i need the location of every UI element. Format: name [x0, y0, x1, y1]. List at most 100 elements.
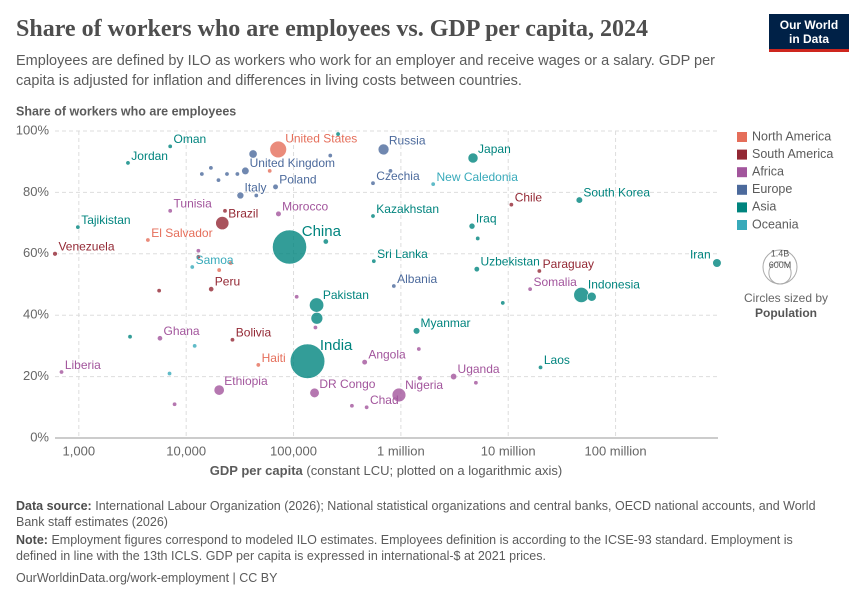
size-legend-title: Circles sized by: [744, 291, 828, 305]
x-axis-title: GDP per capita (constant LCU; plotted on…: [210, 463, 562, 478]
data-point: [309, 387, 320, 398]
data-point: [450, 373, 458, 381]
y-axis-title: Share of workers who are employees: [16, 104, 236, 118]
point-label: Angola: [368, 348, 406, 362]
data-point: [327, 153, 333, 159]
data-point: [241, 166, 250, 175]
point-label: South Korea: [583, 185, 650, 199]
data-point: [267, 168, 273, 174]
data-point: [391, 387, 407, 403]
data-point: [322, 238, 329, 245]
legend-item[interactable]: South America: [737, 147, 833, 161]
point-label: Ethiopia: [224, 374, 268, 388]
x-axis-name: GDP per capita: [210, 463, 304, 478]
logo-line: Our World: [779, 18, 839, 32]
data-point: [475, 235, 481, 241]
data-point: [508, 202, 514, 208]
x-tick-label: 10,000: [166, 443, 206, 458]
point-label: Russia: [389, 133, 426, 147]
y-tick-label: 0%: [30, 429, 49, 444]
data-point: [125, 160, 131, 166]
point-label: Indonesia: [588, 278, 640, 292]
data-point: [387, 168, 393, 174]
point-label: Japan: [478, 142, 511, 156]
x-tick-label: 100 million: [584, 443, 646, 458]
data-point: [370, 180, 376, 186]
data-point: [573, 287, 590, 303]
point-label: Chile: [515, 191, 543, 205]
data-point: [75, 224, 81, 230]
data-point: [253, 192, 259, 198]
data-point: [473, 380, 479, 386]
point-label: Venezuela: [58, 240, 114, 254]
data-point: [52, 251, 58, 257]
data-point: [189, 264, 195, 270]
point-label: Ghana: [164, 324, 200, 338]
data-point: [536, 268, 542, 274]
data-point: [172, 401, 178, 407]
data-point: [500, 300, 506, 306]
chart-subtitle: Employees are defined by ILO as workers …: [16, 53, 716, 89]
legend-swatch: [737, 132, 747, 142]
legend-item[interactable]: Europe: [737, 182, 792, 196]
logo[interactable]: Our World in Data: [769, 14, 849, 52]
data-point: [335, 131, 341, 137]
data-point: [538, 364, 544, 370]
legend-item[interactable]: Africa: [737, 164, 784, 178]
point-label: India: [320, 337, 353, 354]
data-point: [195, 254, 201, 260]
legend-item[interactable]: North America: [737, 129, 831, 143]
point-label: Oman: [174, 132, 207, 146]
y-tick-label: 80%: [23, 184, 49, 199]
size-legend-label: 600M: [769, 260, 792, 270]
data-point: [275, 210, 282, 217]
data-point: [213, 384, 225, 396]
point-label: Albania: [397, 272, 437, 286]
point-label: Kazakhstan: [376, 202, 439, 216]
legend-item[interactable]: Asia: [737, 200, 776, 214]
logo-line: in Data: [788, 32, 829, 46]
data-point: [527, 286, 533, 292]
legend-swatch: [737, 202, 747, 213]
data-point: [416, 375, 423, 381]
legend-label: North America: [752, 129, 831, 143]
point-label: Laos: [544, 353, 570, 367]
data-point: [215, 177, 221, 183]
data-point: [312, 324, 318, 330]
data-point: [195, 248, 201, 254]
size-legend-variable: Population: [755, 306, 817, 320]
data-point: [473, 266, 480, 273]
data-point: [272, 183, 279, 190]
legend-swatch: [737, 167, 747, 178]
data-point: [361, 359, 368, 366]
data-point: [157, 335, 163, 342]
data-point: [294, 294, 300, 300]
data-point: [234, 171, 240, 177]
url: OurWorldinData.org/work-employment | CC …: [16, 571, 278, 585]
source-label: Data source:: [16, 499, 92, 513]
y-tick-label: 60%: [23, 245, 49, 260]
point-label: Tajikistan: [81, 213, 130, 227]
data-point: [127, 334, 133, 340]
x-tick-label: 10 million: [481, 443, 536, 458]
data-point: [412, 327, 421, 335]
data-point: [222, 208, 228, 214]
point-label: Myanmar: [421, 316, 471, 330]
point-label: Italy: [244, 181, 266, 195]
data-point: [269, 140, 287, 159]
x-axis-note: (constant LCU; plotted on a logarithmic …: [306, 463, 562, 478]
point-label: Haiti: [262, 351, 286, 365]
point-label: Tunisia: [174, 197, 213, 211]
data-point: [167, 208, 173, 214]
legend-label: Asia: [752, 200, 776, 214]
data-point: [167, 143, 173, 149]
point-label: New Caledonia: [436, 170, 518, 184]
note-label: Note:: [16, 533, 48, 547]
data-point: [216, 267, 222, 273]
legend-item[interactable]: Oceania: [737, 217, 799, 231]
size-legend-circle: [768, 261, 792, 285]
x-tick-label: 1 million: [377, 443, 425, 458]
point-label: Morocco: [282, 199, 328, 213]
point-label: Samoa: [196, 253, 234, 267]
data-point: [215, 216, 230, 231]
